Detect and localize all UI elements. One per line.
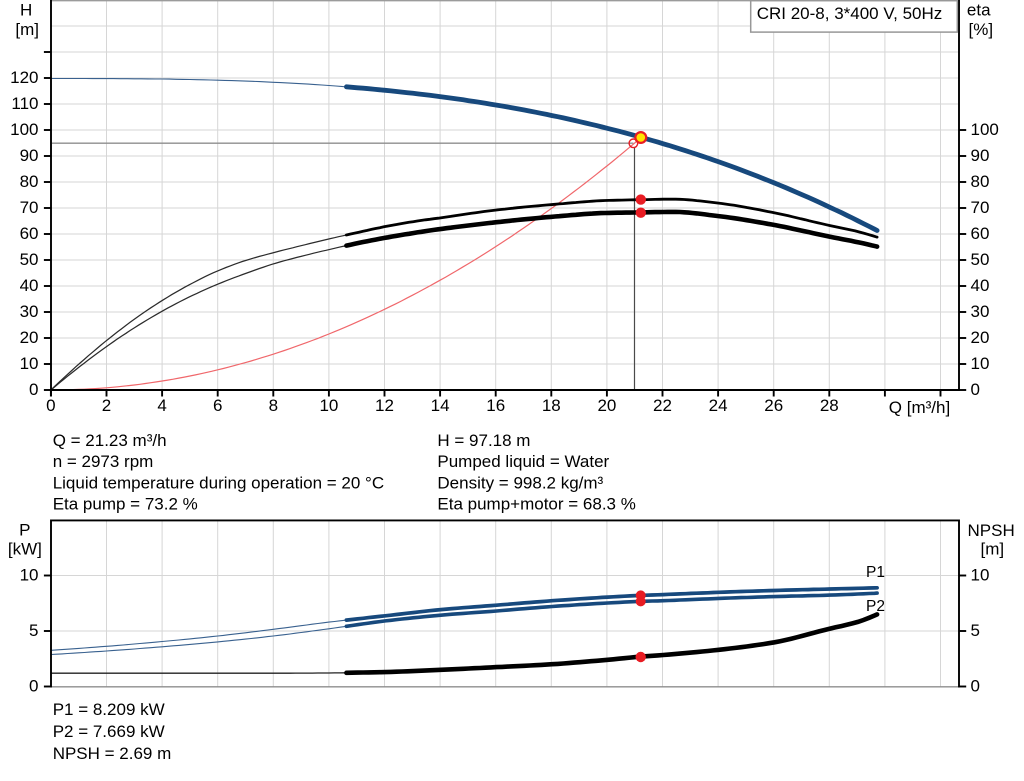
svg-text:Density = 998.2 kg/m³: Density = 998.2 kg/m³ bbox=[437, 473, 603, 492]
svg-text:8: 8 bbox=[269, 396, 278, 415]
svg-text:80: 80 bbox=[971, 172, 990, 191]
svg-text:CRI 20-8, 3*400 V, 50Hz: CRI 20-8, 3*400 V, 50Hz bbox=[757, 4, 943, 23]
svg-text:H: H bbox=[20, 0, 32, 19]
svg-text:100: 100 bbox=[971, 120, 999, 139]
svg-text:P: P bbox=[19, 520, 30, 539]
svg-text:eta: eta bbox=[967, 0, 991, 19]
svg-text:4: 4 bbox=[157, 396, 166, 415]
svg-text:120: 120 bbox=[10, 68, 38, 87]
svg-text:100: 100 bbox=[10, 120, 38, 139]
svg-text:20: 20 bbox=[971, 328, 990, 347]
svg-text:Q [m³/h]: Q [m³/h] bbox=[889, 398, 950, 417]
svg-text:70: 70 bbox=[971, 198, 990, 217]
svg-text:2: 2 bbox=[102, 396, 111, 415]
svg-text:0: 0 bbox=[46, 396, 55, 415]
svg-text:5: 5 bbox=[29, 621, 38, 640]
svg-text:80: 80 bbox=[20, 172, 39, 191]
svg-text:24: 24 bbox=[709, 396, 728, 415]
svg-text:NPSH = 2.69 m: NPSH = 2.69 m bbox=[53, 744, 172, 763]
svg-text:12: 12 bbox=[375, 396, 394, 415]
svg-text:30: 30 bbox=[20, 302, 39, 321]
svg-text:28: 28 bbox=[820, 396, 839, 415]
svg-text:[m]: [m] bbox=[15, 20, 39, 39]
svg-text:H = 97.18 m: H = 97.18 m bbox=[437, 431, 530, 450]
svg-text:40: 40 bbox=[971, 276, 990, 295]
svg-text:22: 22 bbox=[653, 396, 672, 415]
svg-text:0: 0 bbox=[29, 380, 38, 399]
svg-text:n = 2973 rpm: n = 2973 rpm bbox=[53, 452, 154, 471]
svg-text:Liquid temperature during oper: Liquid temperature during operation = 20… bbox=[53, 473, 384, 492]
svg-text:20: 20 bbox=[20, 328, 39, 347]
svg-text:60: 60 bbox=[971, 224, 990, 243]
svg-text:0: 0 bbox=[971, 677, 980, 696]
svg-text:110: 110 bbox=[11, 94, 38, 113]
svg-text:P2: P2 bbox=[866, 598, 885, 615]
svg-text:50: 50 bbox=[971, 250, 990, 269]
svg-text:[kW]: [kW] bbox=[8, 539, 42, 558]
svg-text:60: 60 bbox=[20, 224, 39, 243]
svg-text:5: 5 bbox=[971, 621, 980, 640]
svg-text:14: 14 bbox=[431, 396, 450, 415]
svg-text:10: 10 bbox=[20, 354, 39, 373]
svg-text:40: 40 bbox=[20, 276, 39, 295]
svg-text:P1 = 8.209 kW: P1 = 8.209 kW bbox=[53, 700, 165, 719]
svg-text:Q = 21.23 m³/h: Q = 21.23 m³/h bbox=[53, 431, 167, 450]
svg-text:P2 = 7.669 kW: P2 = 7.669 kW bbox=[53, 722, 165, 741]
svg-text:[%]: [%] bbox=[969, 20, 994, 39]
svg-text:Pumped liquid = Water: Pumped liquid = Water bbox=[437, 452, 609, 471]
svg-text:10: 10 bbox=[20, 566, 39, 585]
svg-text:Eta pump = 73.2 %: Eta pump = 73.2 % bbox=[53, 495, 198, 514]
svg-text:16: 16 bbox=[486, 396, 505, 415]
svg-text:Eta pump+motor = 68.3 %: Eta pump+motor = 68.3 % bbox=[437, 495, 635, 514]
svg-text:90: 90 bbox=[20, 146, 39, 165]
svg-text:0: 0 bbox=[29, 677, 38, 696]
svg-text:10: 10 bbox=[971, 354, 990, 373]
svg-text:70: 70 bbox=[20, 198, 39, 217]
svg-text:50: 50 bbox=[20, 250, 39, 269]
svg-text:30: 30 bbox=[971, 302, 990, 321]
svg-text:NPSH: NPSH bbox=[968, 521, 1015, 540]
svg-text:[m]: [m] bbox=[981, 539, 1005, 558]
svg-text:6: 6 bbox=[213, 396, 222, 415]
svg-text:0: 0 bbox=[971, 380, 980, 399]
svg-text:90: 90 bbox=[971, 146, 990, 165]
svg-text:10: 10 bbox=[971, 566, 990, 585]
svg-text:26: 26 bbox=[764, 396, 783, 415]
svg-text:P1: P1 bbox=[866, 564, 885, 581]
svg-text:20: 20 bbox=[597, 396, 616, 415]
svg-text:18: 18 bbox=[542, 396, 561, 415]
svg-text:10: 10 bbox=[319, 396, 338, 415]
